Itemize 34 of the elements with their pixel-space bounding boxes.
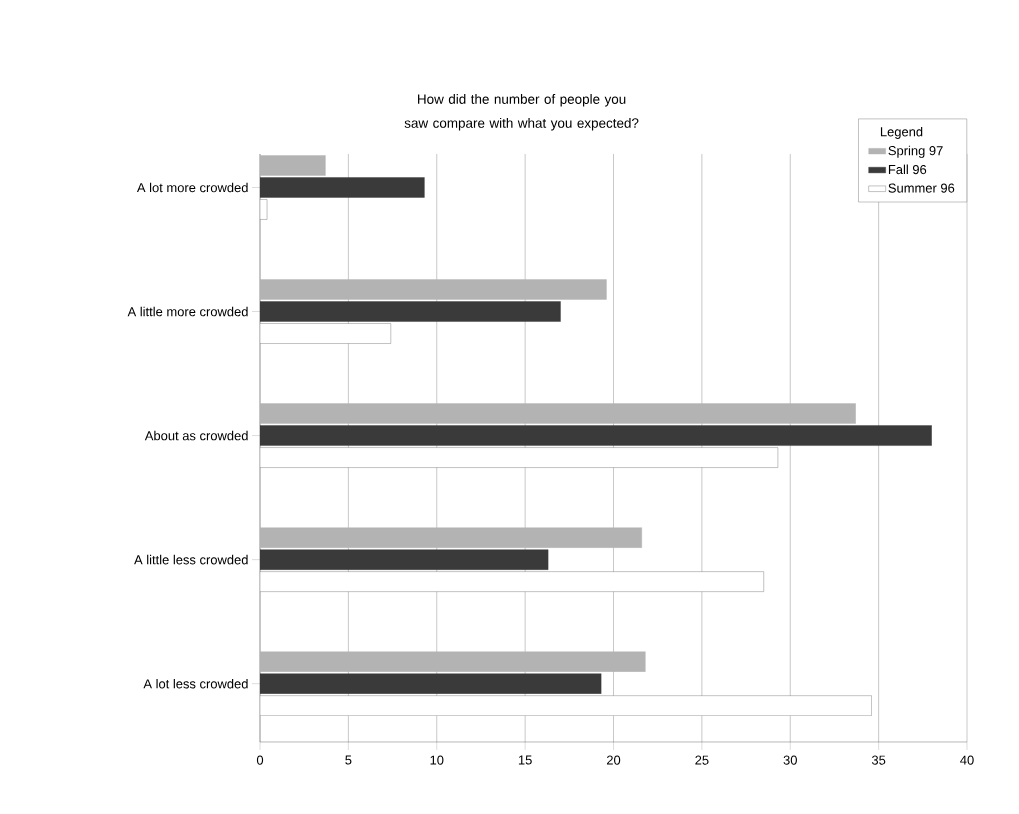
bar [260,155,326,176]
x-tick-label: 35 [871,755,886,765]
bar [260,199,268,220]
bar [260,571,764,592]
bar [260,177,425,198]
legend-label: Summer 96 [888,183,955,193]
bar [260,673,602,694]
x-tick-label: 40 [960,755,974,765]
x-tick-label: 10 [430,755,444,765]
x-tick-label: 5 [345,755,352,765]
x-tick-label: 30 [783,755,797,765]
x-tick-label: 15 [518,755,532,765]
y-tick-label: A little more crowded [127,306,248,317]
bar [260,323,391,344]
legend-label: Fall 96 [888,164,927,175]
x-tick-label: 0 [256,755,264,765]
x-tick-label: 20 [606,755,621,765]
y-tick-label: About as crowded [144,430,248,441]
bar [260,527,642,548]
legend-label: Spring 97 [888,145,943,158]
bar [260,403,856,424]
chart-title: How did the number of people you saw compare with what you expected? [404,94,639,131]
bar [260,695,872,716]
bar [260,301,561,322]
bar [260,651,646,672]
y-tick-label: A lot less crowded [143,678,248,689]
bar [260,279,607,300]
bar [260,549,549,570]
bar [260,425,932,446]
bar [260,447,779,468]
y-tick-label: A lot more crowded [136,182,248,193]
y-tick-label: A little less crowded [134,554,248,565]
legend-title: Legend [880,126,923,139]
x-tick-label: 25 [695,755,709,765]
